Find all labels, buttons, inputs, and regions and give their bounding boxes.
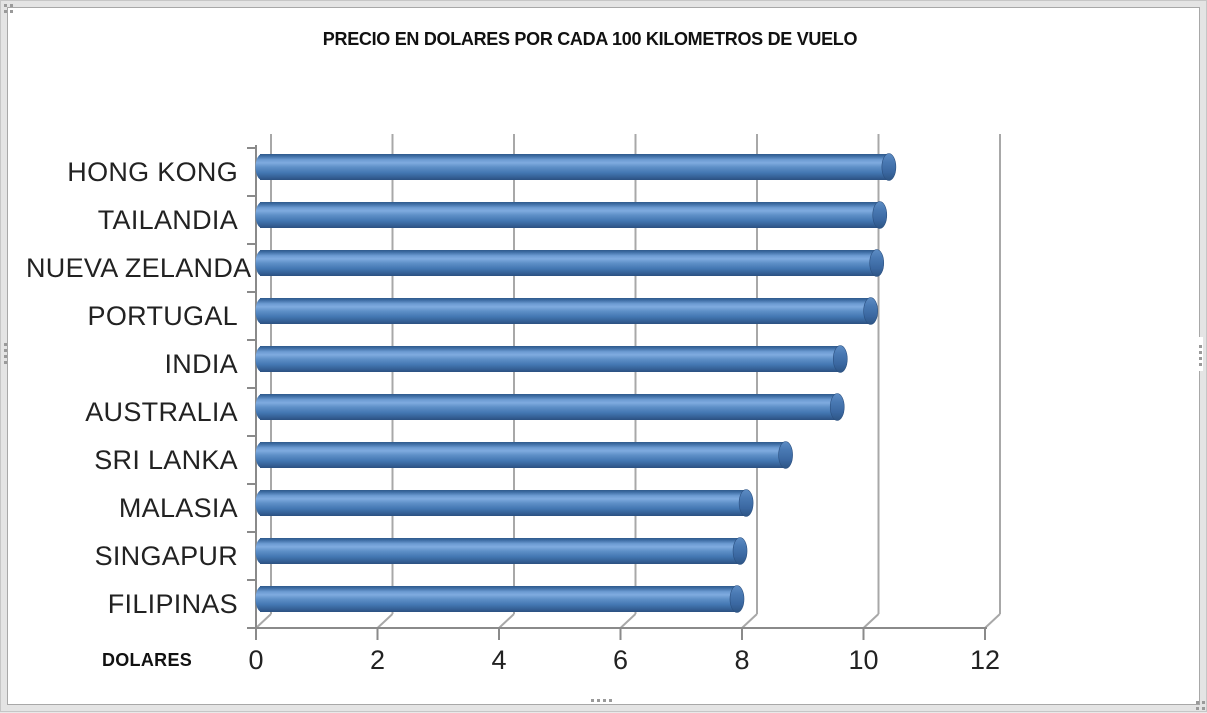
value-tick-label: 6 [612, 645, 629, 675]
gridline-jog [984, 613, 1001, 629]
value-tick-label: 4 [491, 645, 507, 675]
bar-singapur[interactable] [255, 537, 748, 565]
value-tick-label: 12 [969, 645, 1001, 675]
value-tick-label: 0 [248, 645, 264, 675]
value-tick-label: 8 [734, 645, 750, 675]
resize-handle-right-notch [1193, 337, 1203, 371]
category-label: AUSTRALIA [85, 397, 238, 427]
gridline-jog [862, 613, 880, 629]
category-label: FILIPINAS [107, 589, 238, 619]
chart-title: PRECIO EN DOLARES POR CADA 100 KILOMETRO… [322, 29, 858, 49]
bar-malasia[interactable] [255, 489, 754, 517]
bar-hong-kong[interactable] [255, 153, 897, 181]
category-label: MALASIA [118, 493, 238, 523]
gridline-jog [498, 613, 515, 629]
category-label: SINGAPUR [94, 541, 238, 571]
value-tick-label: 2 [369, 645, 386, 675]
bar-portugal[interactable] [255, 297, 878, 325]
category-label: PORTUGAL [87, 301, 238, 331]
x-axis-title: DOLARES [101, 650, 193, 670]
bar-nueva-zelanda[interactable] [255, 249, 885, 277]
bar-india[interactable] [255, 345, 848, 373]
bar-australia[interactable] [255, 393, 845, 421]
resize-handle-bottom-middle[interactable] [591, 699, 594, 702]
bar-sri-lanka[interactable] [255, 441, 793, 469]
category-label: TAILANDIA [97, 205, 238, 235]
category-label: HONG KONG [67, 157, 238, 187]
category-label: INDIA [164, 349, 238, 379]
bar-tailandia[interactable] [255, 201, 888, 229]
bar-filipinas[interactable] [255, 585, 745, 613]
category-label: SRI LANKA [94, 445, 238, 475]
resize-handle-right-middle[interactable] [1199, 345, 1202, 348]
resize-handle-top-left[interactable] [4, 4, 7, 7]
bar-series [255, 153, 897, 613]
resize-handle-left-middle[interactable] [4, 343, 7, 346]
gridline-jog [619, 613, 637, 629]
gridline-jog [255, 613, 272, 629]
resize-handle-bottom-right[interactable] [1196, 701, 1199, 704]
gridline-jog [741, 613, 758, 629]
value-tick-label: 10 [848, 645, 879, 675]
category-label: NUEVA ZELANDA [26, 253, 252, 283]
gridline-jog [376, 613, 394, 629]
